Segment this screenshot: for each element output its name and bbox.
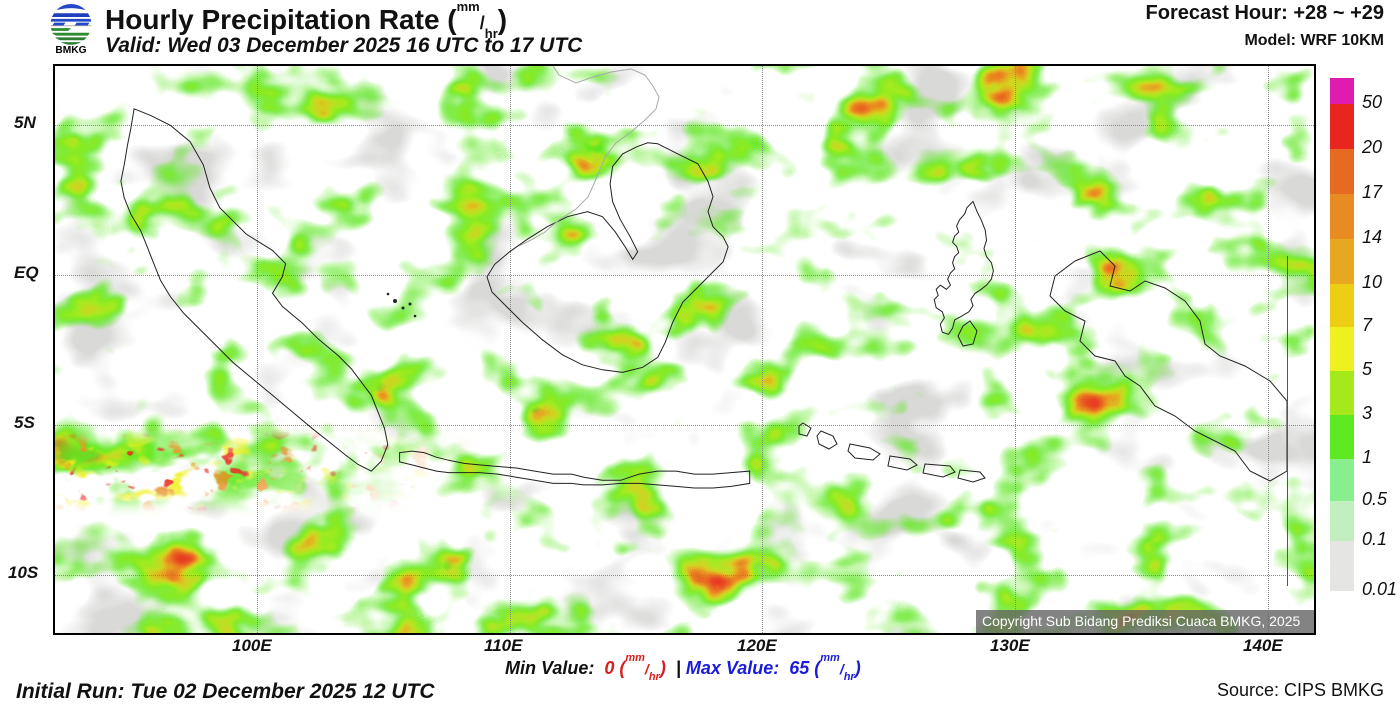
svg-text:BMKG: BMKG: [55, 45, 86, 56]
